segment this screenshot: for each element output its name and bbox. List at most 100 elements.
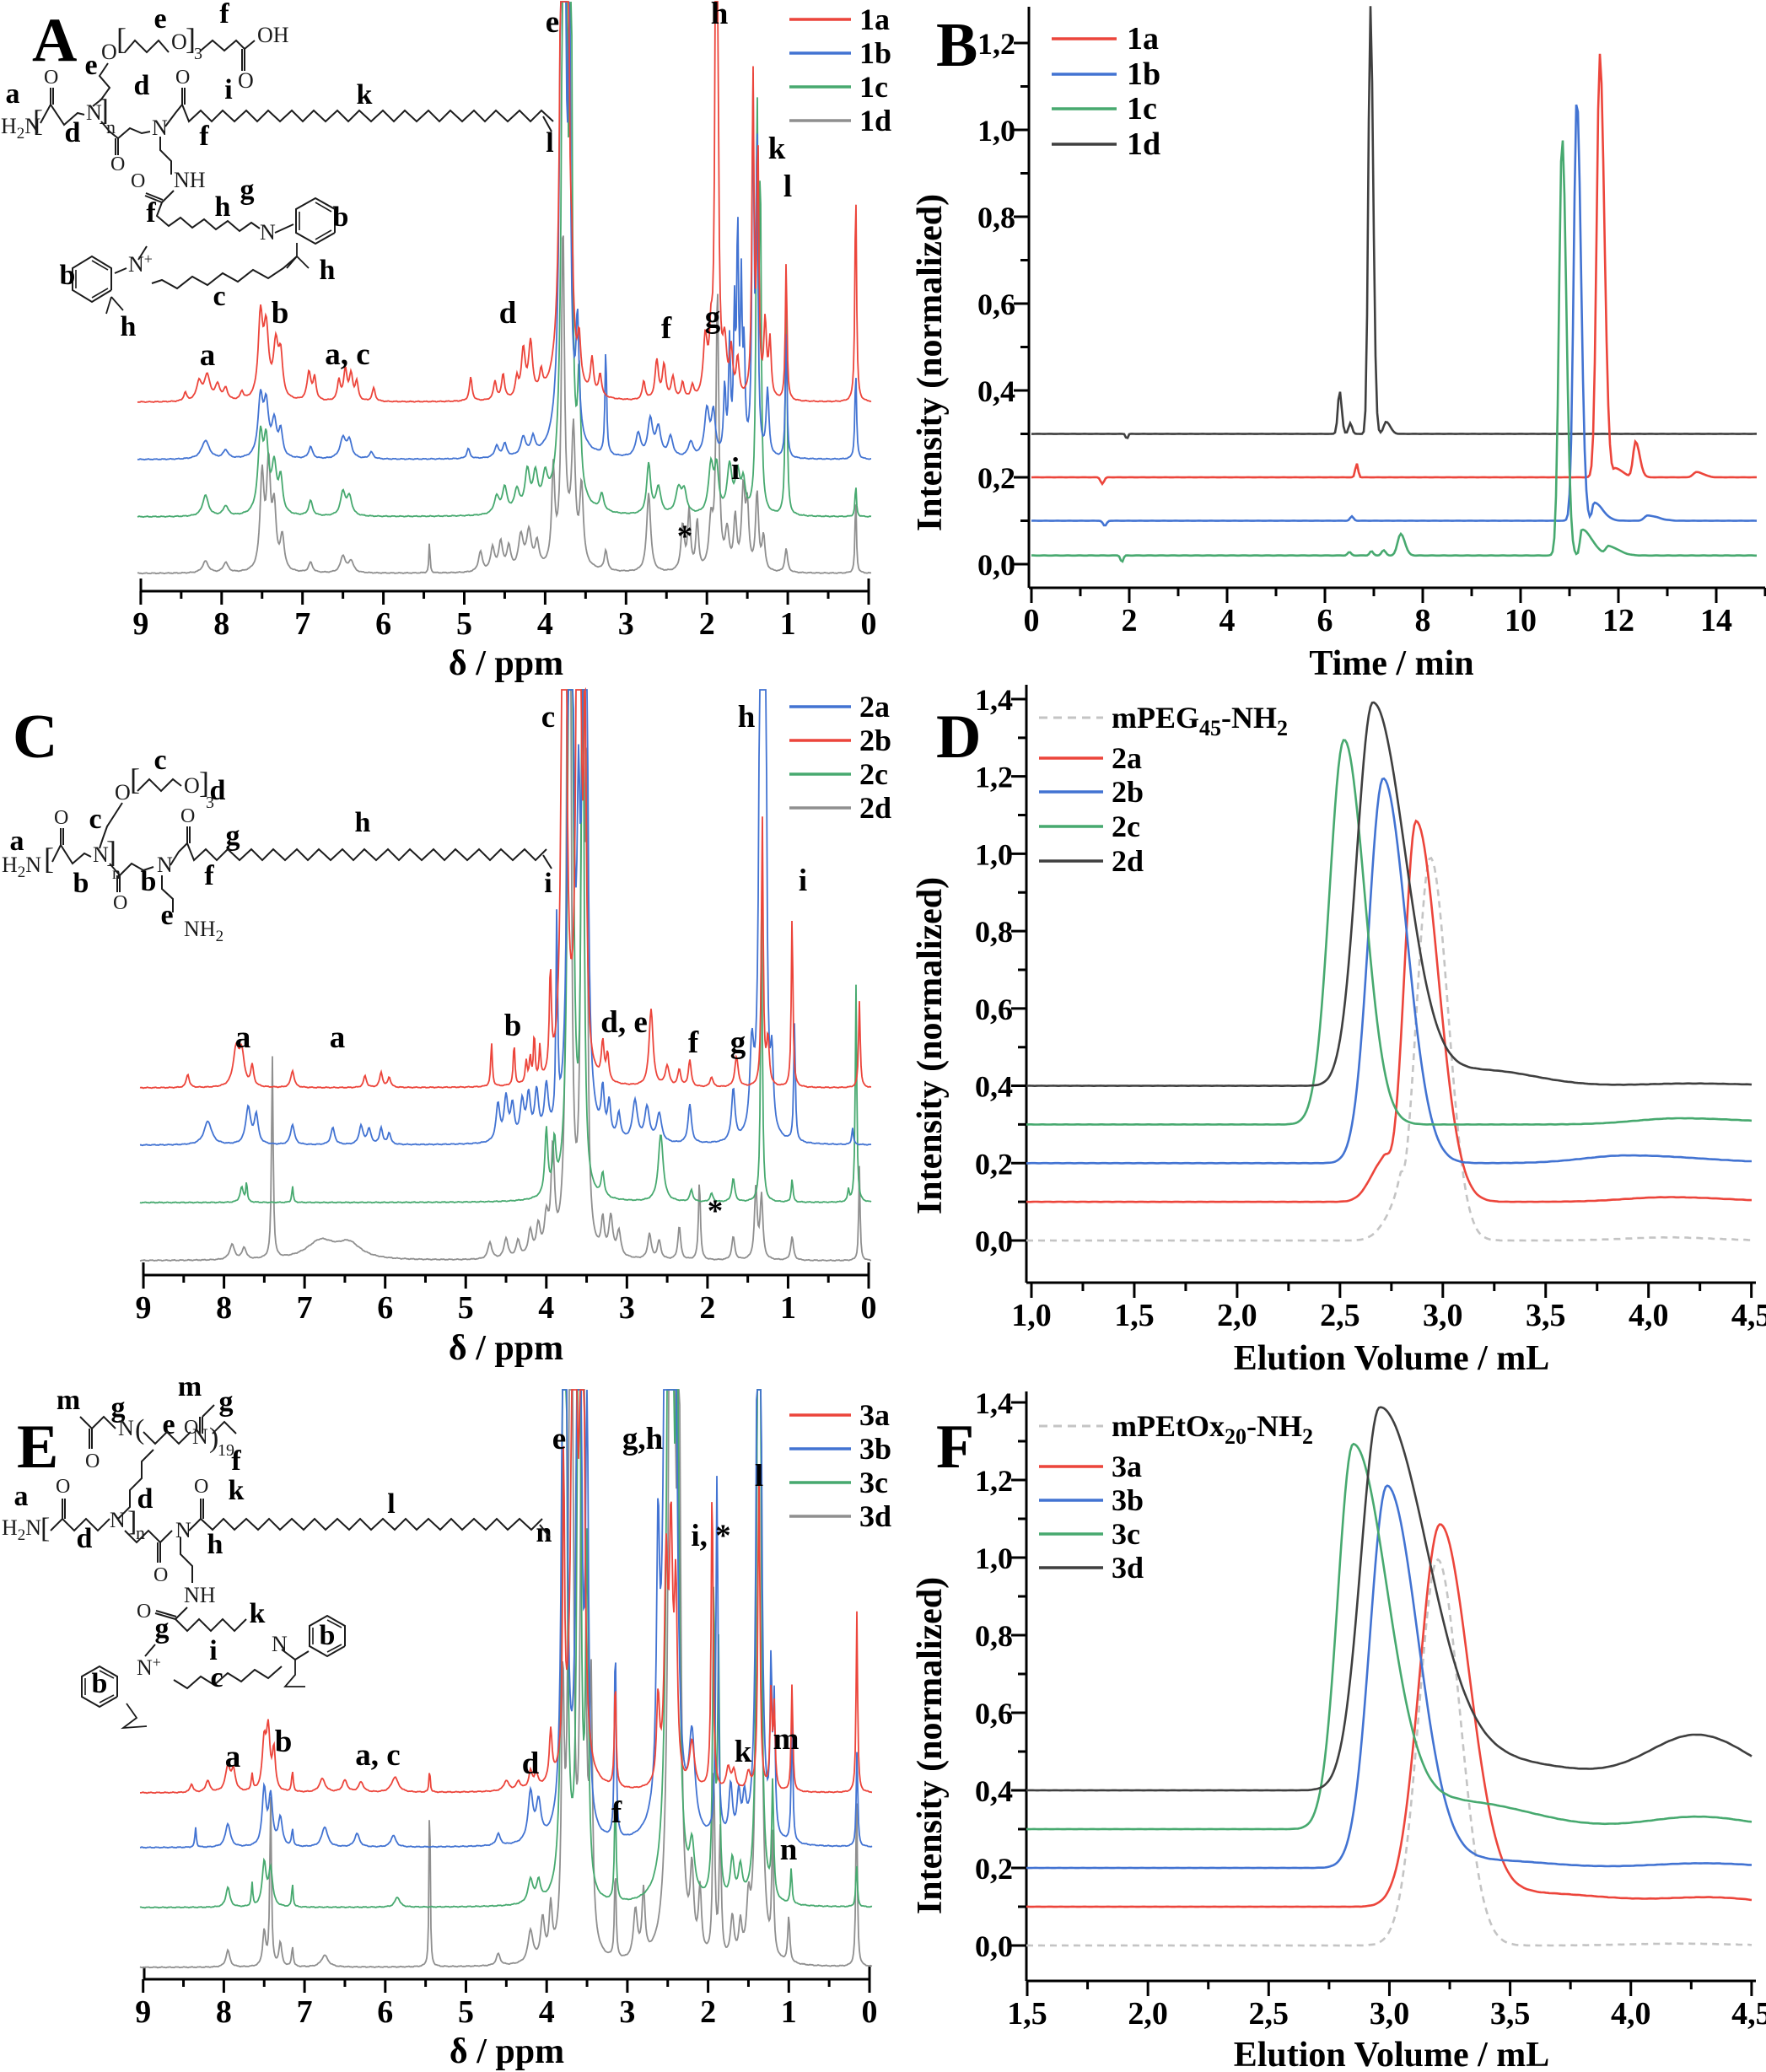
svg-text:l: l xyxy=(783,170,792,204)
svg-text:[: [ xyxy=(130,762,140,796)
svg-text:O: O xyxy=(115,780,131,805)
svg-text:0: 0 xyxy=(861,606,877,642)
svg-text:mPEtOx20-NH2: mPEtOx20-NH2 xyxy=(1112,1409,1313,1449)
svg-text:δ / ppm: δ / ppm xyxy=(449,1329,563,1368)
svg-text:14: 14 xyxy=(1700,603,1732,638)
svg-text:O: O xyxy=(180,805,195,827)
svg-text:7: 7 xyxy=(297,1994,313,2030)
svg-text:O: O xyxy=(194,1476,208,1498)
svg-text:2b: 2b xyxy=(859,724,891,757)
svg-text:1a: 1a xyxy=(859,3,890,36)
svg-text:1d: 1d xyxy=(859,104,891,137)
svg-text:2,5: 2,5 xyxy=(1249,1996,1290,2032)
svg-text:4: 4 xyxy=(538,1290,554,1326)
svg-text:2: 2 xyxy=(700,1994,716,2030)
svg-text:m: m xyxy=(57,1385,80,1416)
svg-text:c: c xyxy=(210,1662,223,1693)
svg-text:b: b xyxy=(333,202,349,233)
svg-text:E: E xyxy=(17,1413,58,1482)
svg-text:2: 2 xyxy=(1122,603,1138,638)
svg-text:g: g xyxy=(155,1613,170,1644)
svg-text:i: i xyxy=(224,74,232,105)
svg-text:1,0: 1,0 xyxy=(975,1542,1013,1575)
svg-text:k: k xyxy=(768,132,786,166)
svg-text:9: 9 xyxy=(132,606,148,642)
svg-text:H2N: H2N xyxy=(2,1515,41,1544)
svg-text:4,5: 4,5 xyxy=(1731,1996,1766,2032)
svg-text:g: g xyxy=(240,175,255,206)
svg-text:O: O xyxy=(85,1450,100,1472)
svg-text:N: N xyxy=(86,100,102,125)
svg-text:i: i xyxy=(799,864,807,898)
svg-text:4: 4 xyxy=(539,1994,555,2030)
svg-text:5: 5 xyxy=(458,1290,474,1326)
svg-text:O: O xyxy=(110,153,125,175)
svg-text:O: O xyxy=(171,30,187,54)
svg-text:4,0: 4,0 xyxy=(1611,1996,1651,2032)
svg-text:3d: 3d xyxy=(1112,1551,1144,1585)
svg-text:[: [ xyxy=(40,1513,50,1544)
svg-text:O: O xyxy=(113,892,127,914)
svg-text:9: 9 xyxy=(135,1994,151,2030)
svg-text:0,0: 0,0 xyxy=(975,1224,1013,1258)
svg-text:0,4: 0,4 xyxy=(975,1070,1013,1104)
svg-text:f: f xyxy=(204,860,214,891)
svg-text:1c: 1c xyxy=(859,70,888,104)
svg-text:b: b xyxy=(92,1668,108,1699)
svg-text:2c: 2c xyxy=(859,757,888,791)
svg-text:B: B xyxy=(936,11,977,80)
svg-text:2: 2 xyxy=(699,1290,715,1326)
svg-text:1,4: 1,4 xyxy=(975,683,1013,717)
svg-text:O: O xyxy=(184,1417,198,1439)
svg-text:1,2: 1,2 xyxy=(975,761,1013,794)
svg-text:2d: 2d xyxy=(859,791,891,825)
svg-text:a: a xyxy=(10,826,24,857)
svg-text:1b: 1b xyxy=(1127,57,1160,92)
svg-text:c: c xyxy=(89,804,101,835)
svg-text:1,2: 1,2 xyxy=(977,27,1015,61)
svg-text:2d: 2d xyxy=(1112,844,1144,878)
svg-text:a: a xyxy=(200,338,216,373)
svg-text:4: 4 xyxy=(537,606,553,642)
svg-text:l: l xyxy=(546,127,553,159)
svg-text:5: 5 xyxy=(456,606,472,642)
svg-text:k: k xyxy=(250,1598,266,1629)
svg-text:i, *: i, * xyxy=(691,1519,730,1553)
svg-text:]: ] xyxy=(99,93,109,126)
svg-text:g: g xyxy=(730,1025,746,1060)
svg-text:3c: 3c xyxy=(1112,1517,1140,1551)
svg-text:6: 6 xyxy=(375,606,391,642)
svg-text:[: [ xyxy=(116,22,127,56)
svg-text:3,5: 3,5 xyxy=(1526,1298,1566,1333)
svg-text:g: g xyxy=(226,821,240,852)
svg-text:d: d xyxy=(65,117,81,148)
svg-text:Intensity (normalized): Intensity (normalized) xyxy=(911,1577,950,1914)
svg-text:0,4: 0,4 xyxy=(977,374,1015,408)
svg-text:0: 0 xyxy=(861,1290,877,1326)
svg-text:δ / ppm: δ / ppm xyxy=(450,2032,564,2071)
svg-text:19: 19 xyxy=(218,1441,234,1460)
svg-text:b: b xyxy=(73,868,89,899)
svg-text:N: N xyxy=(260,220,276,245)
svg-text:h: h xyxy=(738,700,756,735)
svg-text:1,5: 1,5 xyxy=(1007,1996,1047,2032)
svg-text:3,5: 3,5 xyxy=(1490,1996,1531,2032)
svg-text:0,0: 0,0 xyxy=(975,1929,1013,1963)
svg-text:O: O xyxy=(153,1564,168,1586)
svg-text:f: f xyxy=(219,0,229,30)
svg-text:e: e xyxy=(552,1422,566,1456)
svg-text:0,2: 0,2 xyxy=(975,1147,1013,1181)
svg-text:2,0: 2,0 xyxy=(1128,1996,1168,2032)
svg-text:3,0: 3,0 xyxy=(1423,1298,1463,1333)
svg-text:d: d xyxy=(499,296,517,331)
svg-text:m: m xyxy=(773,1722,800,1757)
svg-text:n: n xyxy=(112,864,121,883)
svg-text:O: O xyxy=(137,1601,151,1623)
svg-text:d: d xyxy=(137,1483,153,1515)
svg-text:2,5: 2,5 xyxy=(1320,1298,1360,1333)
svg-text:0,6: 0,6 xyxy=(977,288,1015,321)
svg-text:a, c: a, c xyxy=(325,337,369,372)
svg-text:F: F xyxy=(936,1413,974,1482)
svg-text:d: d xyxy=(522,1746,540,1781)
svg-text:c: c xyxy=(153,745,166,776)
